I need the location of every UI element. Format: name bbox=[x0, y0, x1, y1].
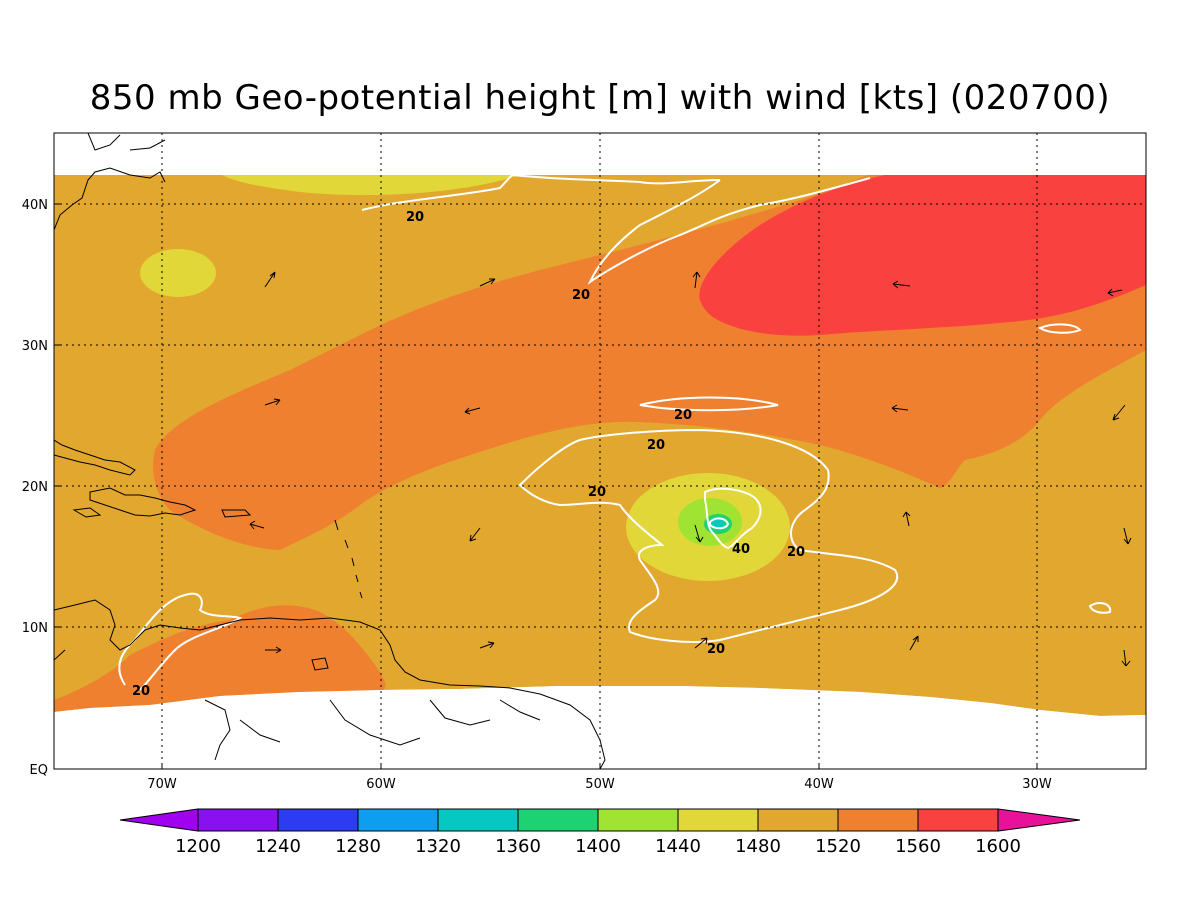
wind-contour-northeast bbox=[587, 177, 871, 285]
contour-label: 20 bbox=[787, 545, 805, 560]
colorbar-swatch bbox=[677, 808, 759, 832]
wind-contour-north bbox=[361, 174, 721, 211]
grid-lines bbox=[54, 133, 1146, 769]
wind-arrow bbox=[694, 637, 708, 649]
wind-arrow bbox=[1121, 649, 1131, 667]
height-field-1480-west bbox=[140, 249, 216, 297]
contour-label: 40 bbox=[732, 542, 750, 557]
coast-south-america bbox=[54, 599, 606, 769]
coast-lesser-antilles bbox=[334, 519, 363, 599]
contour-label: 20 bbox=[647, 438, 665, 453]
wind-contour-east-small bbox=[1037, 323, 1082, 334]
height-field-1600 bbox=[699, 175, 1146, 336]
height-field-1360-low bbox=[712, 519, 724, 529]
lon-label: 60W bbox=[366, 777, 396, 792]
contour-labels: 20 20 20 20 20 20 40 20 20 bbox=[132, 210, 805, 699]
wind-arrow bbox=[249, 520, 265, 530]
colorbar-swatch bbox=[837, 808, 919, 832]
wind-arrow bbox=[264, 398, 281, 406]
latitude-labels: EQ 10N 20N 30N 40N bbox=[22, 198, 48, 778]
colorbar-label: 1200 bbox=[175, 836, 221, 857]
wind-arrow bbox=[694, 524, 704, 543]
lat-label: 40N bbox=[22, 198, 48, 213]
wind-arrow bbox=[1123, 527, 1132, 545]
coast-trinidad bbox=[311, 657, 329, 671]
coast-cuba bbox=[54, 439, 136, 476]
wind-arrow bbox=[479, 641, 495, 649]
colorbar-label: 1240 bbox=[255, 836, 301, 857]
lon-label: 70W bbox=[147, 777, 177, 792]
wind-arrow bbox=[264, 271, 276, 288]
contour-label: 20 bbox=[674, 408, 692, 423]
wind-arrow bbox=[479, 278, 496, 287]
colorbar-swatch bbox=[597, 808, 679, 832]
coast-north-america bbox=[54, 133, 166, 231]
colorbar-label: 1320 bbox=[415, 836, 461, 857]
colorbar-label: 1480 bbox=[735, 836, 781, 857]
wind-arrow bbox=[892, 280, 911, 289]
contour-label: 20 bbox=[588, 485, 606, 500]
colorbar-swatch bbox=[917, 808, 999, 832]
wind-contour-east-small2 bbox=[1088, 602, 1112, 614]
colorbar-left-triangle bbox=[119, 808, 199, 832]
lon-label: 40W bbox=[804, 777, 834, 792]
contour-label: 20 bbox=[572, 288, 590, 303]
wind-arrow bbox=[1107, 288, 1123, 297]
wind-arrow bbox=[464, 407, 481, 415]
lon-label: 30W bbox=[1022, 777, 1052, 792]
colorbar-labels: 1200 1240 1280 1320 1360 1400 1440 1480 … bbox=[175, 836, 1021, 857]
wind-contour-core bbox=[709, 517, 730, 530]
colorbar-swatch bbox=[517, 808, 599, 832]
lat-label: 10N bbox=[22, 621, 48, 636]
contour-label: 20 bbox=[132, 684, 150, 699]
colorbar-label: 1600 bbox=[975, 836, 1021, 857]
lat-label: 30N bbox=[22, 339, 48, 354]
colorbar-label: 1520 bbox=[815, 836, 861, 857]
colorbar-label: 1400 bbox=[575, 836, 621, 857]
lat-label: 20N bbox=[22, 480, 48, 495]
wind-contour-storm bbox=[518, 428, 898, 643]
height-field-1560-south bbox=[54, 605, 386, 712]
lon-label: 50W bbox=[585, 777, 615, 792]
contour-label: 20 bbox=[707, 642, 725, 657]
colorbar-label: 1440 bbox=[655, 836, 701, 857]
map-plot-area: 20 20 20 20 20 20 40 20 20 bbox=[54, 133, 1146, 769]
colorbar-right-triangle bbox=[997, 808, 1081, 832]
wind-arrow bbox=[902, 511, 911, 527]
wind-arrow bbox=[469, 527, 481, 542]
wind-arrow bbox=[1112, 404, 1126, 421]
colorbar-label: 1360 bbox=[495, 836, 541, 857]
coastlines bbox=[54, 133, 606, 769]
wind-arrow bbox=[891, 404, 909, 413]
latitude-ticks bbox=[54, 203, 1038, 769]
wind-arrow bbox=[265, 646, 282, 654]
height-field-1480-top bbox=[222, 175, 520, 196]
lat-label: EQ bbox=[30, 763, 48, 778]
wind-arrow bbox=[909, 635, 919, 651]
colorbar-label: 1280 bbox=[335, 836, 381, 857]
wind-contour-mid bbox=[639, 396, 779, 412]
coast-puerto-rico bbox=[221, 509, 252, 518]
colorbar-swatch bbox=[197, 808, 279, 832]
coast-jamaica bbox=[72, 507, 102, 518]
wind-arrows bbox=[249, 271, 1132, 667]
colorbar-swatch bbox=[437, 808, 519, 832]
colorbar-swatch bbox=[357, 808, 439, 832]
coast-hispaniola bbox=[89, 487, 197, 517]
colorbar bbox=[119, 808, 1081, 832]
wind-contour-inner bbox=[704, 487, 762, 550]
contour-label: 20 bbox=[406, 210, 424, 225]
wind-arrow bbox=[692, 271, 701, 289]
longitude-labels: 70W 60W 50W 40W 30W bbox=[147, 777, 1052, 792]
colorbar-swatch bbox=[757, 808, 839, 832]
map-title: 850 mb Geo-potential height [m] with win… bbox=[89, 78, 1111, 118]
colorbar-label: 1560 bbox=[895, 836, 941, 857]
colorbar-swatch bbox=[277, 808, 359, 832]
